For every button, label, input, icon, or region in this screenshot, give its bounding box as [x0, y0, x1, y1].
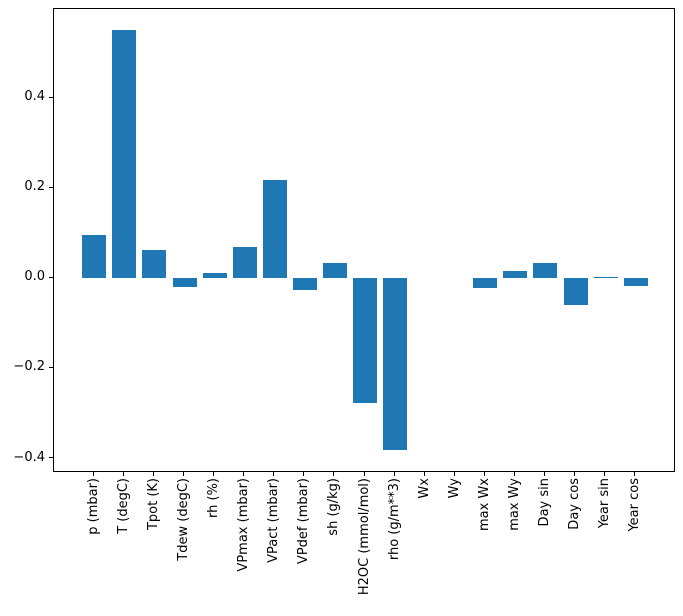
x-axis-tick-label: p (mbar) — [85, 478, 101, 535]
x-axis-tick-label-box: Year sin — [596, 478, 614, 528]
x-axis-tick-label: VPact (mbar) — [266, 478, 282, 563]
y-axis-tick — [49, 366, 53, 368]
x-axis-tick — [243, 472, 245, 476]
x-axis-tick-label: Year cos — [627, 478, 643, 532]
x-axis-tick — [423, 472, 425, 476]
y-axis-tick-label: 0.2 — [24, 179, 45, 195]
x-axis-tick-label-box: rh (%) — [205, 478, 223, 518]
x-axis-tick-label-box: Day sin — [535, 478, 553, 526]
bar-p-mbar — [82, 234, 107, 279]
x-axis-tick-label-box: Wy — [445, 478, 463, 498]
x-axis-tick — [363, 472, 365, 476]
x-axis-tick-label-box: H2OC (mmol/mol) — [355, 478, 373, 595]
bar-year-cos — [623, 278, 648, 287]
bar-t-degc — [112, 30, 137, 279]
y-axis-tick-label: 0.0 — [24, 269, 45, 285]
x-axis-tick-label: sh (g/kg) — [326, 478, 342, 536]
x-axis-tick-label: Tdew (degC) — [176, 478, 192, 561]
x-axis-tick-label: rh (%) — [206, 478, 222, 518]
x-axis-tick-label-box: VPmax (mbar) — [235, 478, 253, 572]
x-axis-tick — [574, 472, 576, 476]
x-axis-tick — [634, 472, 636, 476]
x-axis-tick-label: VPdef (mbar) — [296, 478, 312, 565]
y-axis-tick — [49, 96, 53, 98]
bar-rh — [202, 272, 227, 279]
x-axis-tick — [513, 472, 515, 476]
bar-tdew-degc — [172, 278, 197, 287]
x-axis-tick — [483, 472, 485, 476]
x-axis-tick — [273, 472, 275, 476]
x-axis-tick-label: max Wy — [506, 478, 522, 531]
x-axis-tick-label: Tpot (K) — [145, 478, 161, 531]
x-axis-tick — [453, 472, 455, 476]
x-axis-tick-label-box: VPdef (mbar) — [295, 478, 313, 564]
x-axis-tick-label-box: Wx — [415, 478, 433, 499]
y-axis-tick — [49, 457, 53, 459]
x-axis-tick-label: H2OC (mmol/mol) — [356, 478, 372, 596]
bar-vpdef-mbar — [292, 278, 317, 291]
y-axis-tick — [49, 276, 53, 278]
x-axis-tick-label: Day cos — [567, 478, 583, 530]
x-axis-tick-label-box: max Wx — [475, 478, 493, 531]
x-axis-tick-label: Wy — [446, 478, 462, 499]
x-axis-tick-label-box: sh (g/kg) — [325, 478, 343, 536]
x-axis-tick — [213, 472, 215, 476]
bar-tpot-k — [142, 249, 167, 279]
y-axis-tick-label: −0.4 — [13, 449, 45, 465]
bar-year-sin — [593, 276, 618, 279]
x-axis-tick-label: Day sin — [536, 478, 552, 527]
x-axis-tick — [183, 472, 185, 476]
x-axis-tick-label: T (degC) — [115, 478, 131, 534]
x-axis-tick-label: max Wx — [476, 478, 492, 532]
x-axis-tick — [92, 472, 94, 476]
x-axis-tick — [543, 472, 545, 476]
x-axis-tick-label-box: Tdew (degC) — [175, 478, 193, 561]
x-axis-tick — [604, 472, 606, 476]
y-axis-tick-label: −0.2 — [13, 359, 45, 375]
bar-vpmax-mbar — [232, 247, 257, 279]
x-axis-tick-label-box: rho (g/m**3) — [385, 478, 403, 560]
bar-rho-g-m-3 — [383, 278, 408, 451]
bar-sh-g-kg — [322, 263, 347, 279]
bar-day-cos — [563, 278, 588, 305]
x-axis-tick-label-box: max Wy — [505, 478, 523, 531]
x-axis-tick-label-box: VPact (mbar) — [265, 478, 283, 563]
x-axis-tick-label: VPmax (mbar) — [236, 478, 252, 572]
bar-h2oc-mmol-mol — [352, 278, 378, 403]
bar-max-wy — [503, 271, 528, 279]
x-axis-tick-label-box: T (degC) — [114, 478, 132, 534]
x-axis-tick-label-box: Year cos — [626, 478, 644, 532]
x-axis-tick-label: rho (g/m**3) — [386, 478, 402, 561]
bar-vpact-mbar — [262, 180, 287, 279]
x-axis-tick-label: Year sin — [597, 478, 613, 529]
y-axis-tick — [49, 186, 53, 188]
bar-day-sin — [533, 263, 558, 279]
x-axis-tick — [152, 472, 154, 476]
x-axis-tick — [393, 472, 395, 476]
x-axis-tick-label-box: Tpot (K) — [144, 478, 162, 530]
bar-max-wx — [473, 278, 498, 289]
y-axis-tick-label: 0.4 — [24, 89, 45, 105]
plot-area — [53, 8, 675, 472]
x-axis-tick — [122, 472, 124, 476]
x-axis-tick-label-box: p (mbar) — [84, 478, 102, 535]
x-axis-tick — [303, 472, 305, 476]
x-axis-tick — [333, 472, 335, 476]
x-axis-tick-label-box: Day cos — [566, 478, 584, 530]
x-axis-tick-label: Wx — [416, 478, 432, 499]
